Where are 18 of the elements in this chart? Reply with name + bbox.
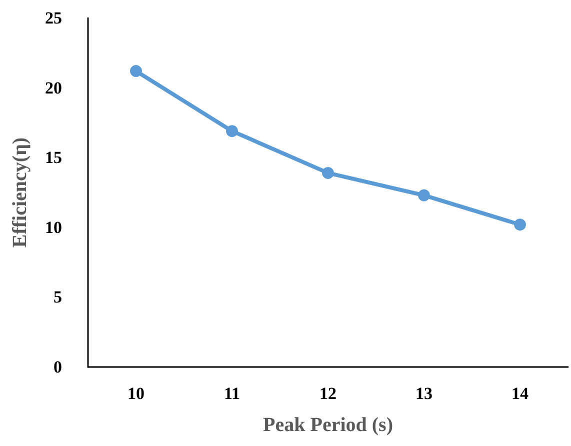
point bbox=[130, 65, 142, 78]
y-tick-label: 10 bbox=[45, 218, 62, 237]
x-tick-label: 11 bbox=[224, 384, 240, 403]
y-tick-label: 5 bbox=[54, 288, 62, 307]
point bbox=[226, 125, 238, 138]
y-tick-label: 20 bbox=[45, 78, 62, 98]
y-tick-label: 0 bbox=[54, 358, 62, 376]
point bbox=[418, 189, 430, 202]
y-tick-label: 15 bbox=[45, 148, 62, 168]
x-tick-label: 12 bbox=[320, 384, 336, 403]
x-axis-title: Peak Period (s) bbox=[263, 414, 393, 436]
y-axis-title: Efficiency(η) bbox=[9, 137, 31, 248]
point bbox=[322, 166, 334, 179]
x-tick-label: 10 bbox=[128, 384, 144, 403]
point bbox=[514, 218, 526, 231]
x-tick-label: 14 bbox=[512, 384, 529, 403]
x-tick-label: 13 bbox=[416, 384, 432, 403]
y-tick-label: 25 bbox=[45, 8, 62, 28]
